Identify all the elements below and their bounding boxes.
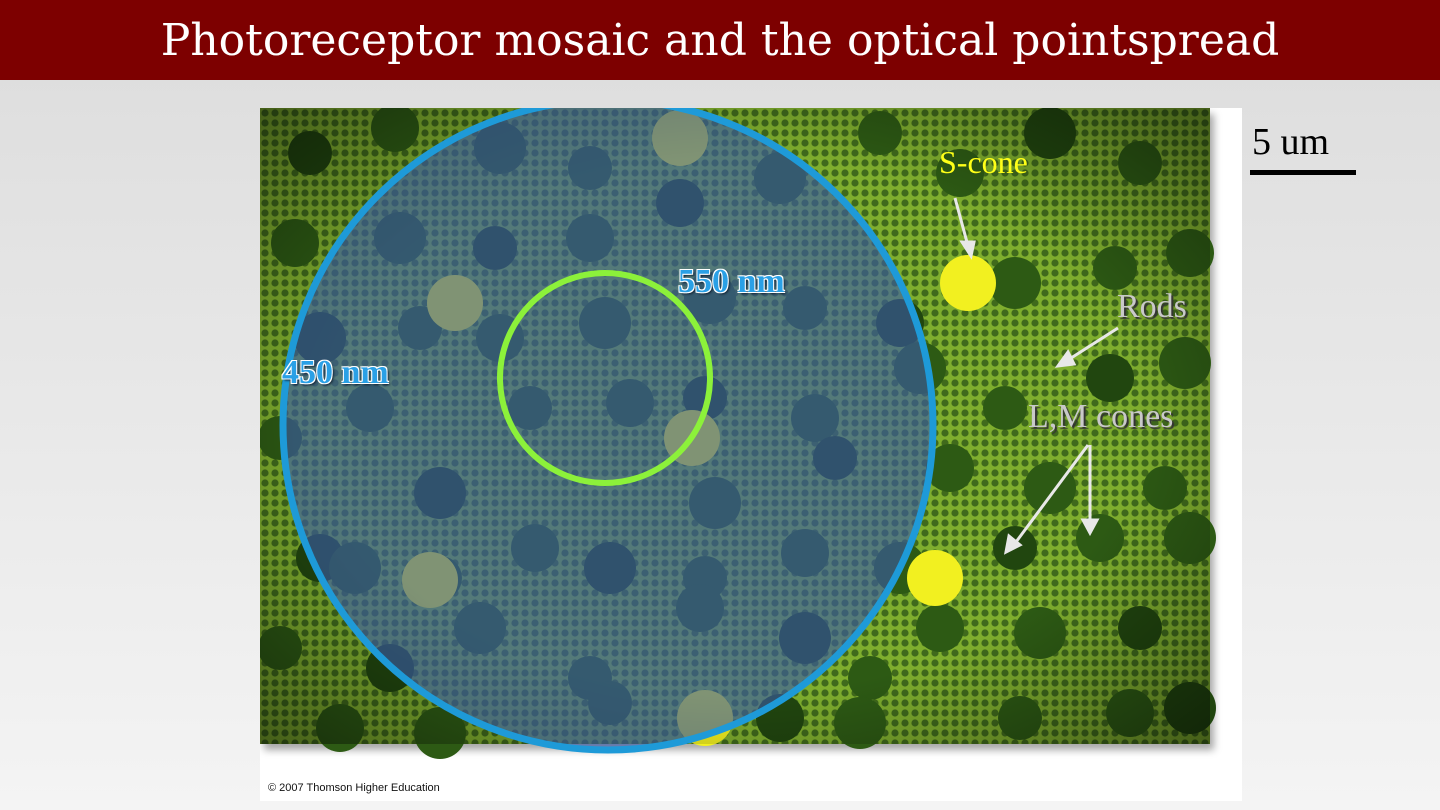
label-rods: Rods	[1117, 288, 1187, 325]
pointspread-550-circle	[497, 270, 713, 486]
annotation-arrows	[953, 197, 1119, 555]
scale-label: 5 um	[1252, 121, 1330, 163]
label-lm-cones: L,M cones	[1028, 398, 1174, 435]
figure-card: 450 nm 550 nm S-cone Rods L,M cones © 20…	[260, 108, 1242, 801]
pointspread-450-fill	[283, 108, 933, 750]
slide-title: Photoreceptor mosaic and the optical poi…	[160, 14, 1280, 66]
scale-bar	[1250, 170, 1356, 175]
lm-arrow-left	[1014, 444, 1090, 543]
lm-arrowhead-right	[1080, 518, 1100, 537]
scone-arrowhead	[959, 240, 976, 260]
label-450nm: 450 nm	[282, 354, 389, 391]
pointspread-450-circle	[279, 108, 937, 754]
label-s-cone: S-cone	[939, 144, 1028, 180]
slide-title-bar: Photoreceptor mosaic and the optical poi…	[0, 0, 1440, 80]
photoreceptor-micrograph	[260, 108, 1216, 759]
scone-arrow	[953, 197, 970, 247]
rods-arrow	[1067, 326, 1119, 362]
lm-arrowhead-left	[1003, 533, 1023, 555]
rods-arrowhead	[1054, 349, 1077, 368]
label-550nm: 550 nm	[678, 263, 785, 300]
copyright-notice: © 2007 Thomson Higher Education	[268, 782, 440, 794]
